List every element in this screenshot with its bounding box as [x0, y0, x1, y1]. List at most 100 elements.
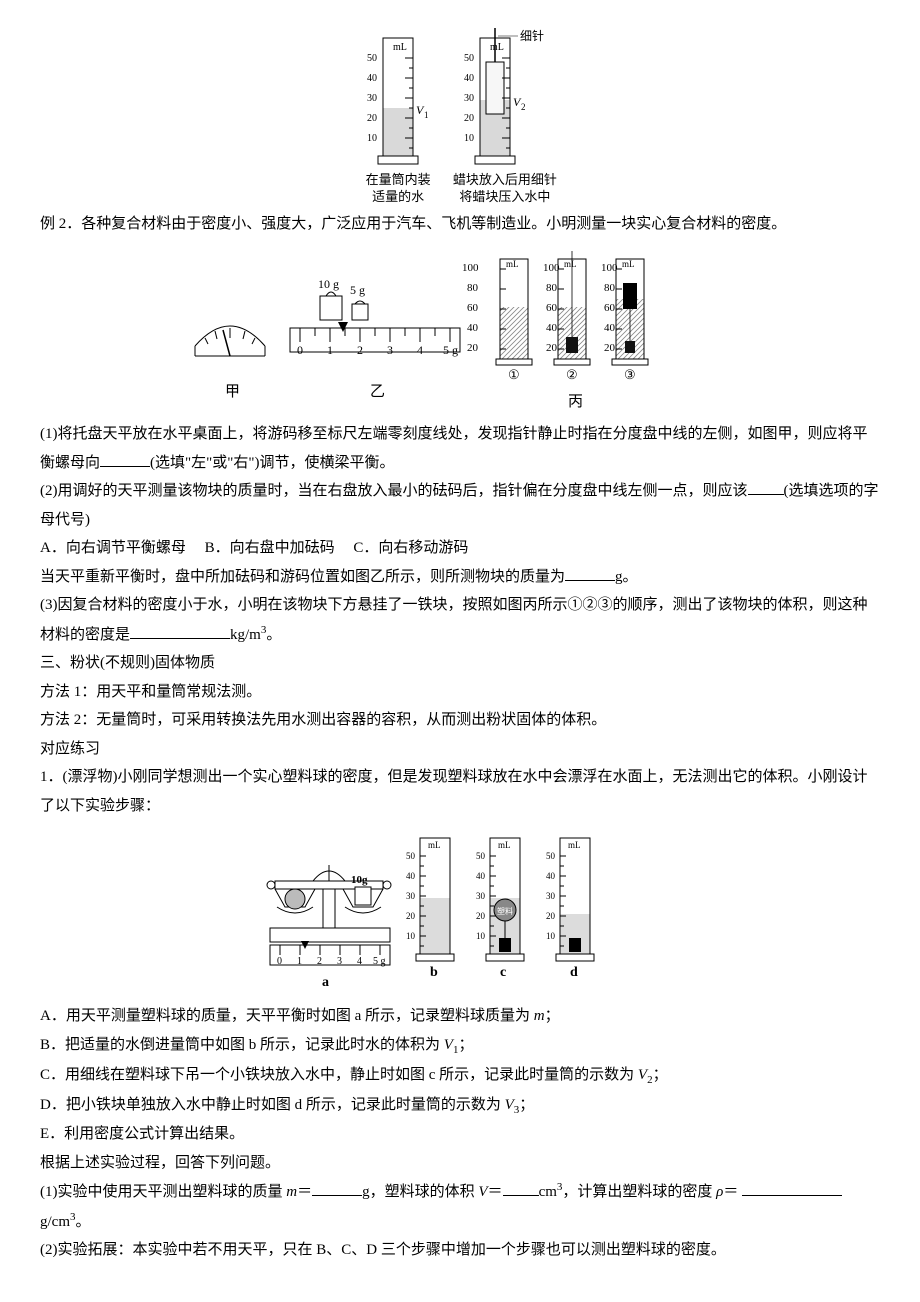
blank-1 — [100, 451, 150, 467]
svg-text:3: 3 — [337, 956, 342, 967]
ex1-q1: (1)实验中使用天平测出塑料球的质量 m＝g，塑料球的体积 V＝cm3，计算出塑… — [40, 1177, 880, 1236]
svg-text:20: 20 — [476, 911, 486, 921]
ex1-q1a-eq3: ＝ — [723, 1184, 738, 1200]
svg-text:30: 30 — [546, 891, 556, 901]
cyl2-cap-line2: 将蜡块压入水中 — [459, 189, 550, 204]
ex1-stepD: D．把小铁块单独放入水中静止时如图 d 所示，记录此时量筒的示数为 V3； — [40, 1091, 880, 1121]
svg-text:80: 80 — [546, 282, 558, 294]
svg-text:30: 30 — [464, 93, 474, 104]
svg-text:mL: mL — [506, 259, 519, 269]
svg-text:4: 4 — [417, 343, 423, 357]
svg-text:30: 30 — [367, 93, 377, 104]
ex2-options: A．向右调节平衡螺母 B．向右盘中加砝码 C．向右移动游码 — [40, 534, 880, 563]
cyl1-cap-line2: 适量的水 — [372, 189, 424, 204]
svg-text:0: 0 — [277, 956, 282, 967]
svg-text:4: 4 — [357, 956, 362, 967]
ex1-q1a-v: V — [478, 1184, 487, 1200]
svg-text:60: 60 — [604, 302, 616, 314]
ex1-stepC-text: C．用细线在塑料球下吊一个小铁块放入水中，静止时如图 c 所示，记录此时量筒的示… — [40, 1067, 638, 1083]
label-bing: 丙 — [568, 394, 583, 410]
svg-text:5 g: 5 g — [373, 956, 386, 967]
section3-title: 三、粉状(不规则)固体物质 — [40, 649, 880, 678]
svg-text:塑料: 塑料 — [497, 906, 513, 916]
ex1-q2: (2)实验拓展：本实验中若不用天平，只在 B、C、D 三个步骤中增加一个步骤也可… — [40, 1236, 880, 1265]
section3-m1: 方法 1：用天平和量筒常规法测。 — [40, 678, 880, 707]
ex2-q1: (1)将托盘天平放在水平桌面上，将游码移至标尺左端零刻度线处，发现指针静止时指在… — [40, 420, 880, 477]
svg-text:50: 50 — [406, 851, 416, 861]
svg-text:②: ② — [566, 367, 578, 382]
svg-text:mL: mL — [564, 259, 577, 269]
ex2-optA: A．向右调节平衡螺母 — [40, 540, 186, 556]
svg-text:80: 80 — [604, 282, 616, 294]
svg-text:mL: mL — [622, 259, 635, 269]
example2-svg: 甲 10 g 5 g 0 1 2 3 4 5 g 乙 — [180, 246, 740, 416]
ex1-q1a-m: m — [286, 1184, 297, 1200]
ex2-q1b: (选填"左"或"右")调节，使横梁平衡。 — [150, 455, 394, 471]
svg-text:10: 10 — [406, 931, 416, 941]
svg-text:30: 30 — [476, 891, 486, 901]
cyl2-cap-line1: 蜡块放入后用细针 — [453, 172, 557, 187]
svg-text:60: 60 — [546, 302, 558, 314]
ex2-q2-text: (2)用调好的天平测量该物块的质量时，当在右盘放入最小的砝码后，指针偏在分度盘中… — [40, 483, 748, 499]
cyl1-cap-line1: 在量筒内装 — [366, 172, 431, 187]
blank-5 — [312, 1180, 362, 1196]
svg-text:20: 20 — [546, 342, 558, 354]
svg-text:2: 2 — [521, 102, 526, 112]
ex1-stepA-end: ； — [545, 1008, 560, 1024]
svg-text:40: 40 — [604, 322, 616, 334]
ex1-q1a: (1)实验中使用天平测出塑料球的质量 — [40, 1184, 286, 1200]
svg-text:20: 20 — [406, 911, 416, 921]
ex1-q1a-eq: ＝ — [297, 1184, 312, 1200]
svg-text:10: 10 — [476, 931, 486, 941]
cylinder-2-group: 50 40 30 20 10 mL 细针 V2 蜡块放入后用细针 将蜡块压入水中 — [453, 28, 557, 206]
svg-text:20: 20 — [604, 342, 616, 354]
svg-text:mL: mL — [568, 840, 581, 850]
svg-text:mL: mL — [490, 42, 504, 53]
svg-text:100: 100 — [601, 262, 618, 274]
ex2-q3-unit: kg/m — [230, 627, 261, 643]
ex1-q1a-unit2a: cm — [539, 1184, 557, 1200]
ex1-followup: 根据上述实验过程，回答下列问题。 — [40, 1149, 880, 1178]
svg-text:a: a — [322, 975, 329, 990]
svg-text:2: 2 — [357, 343, 363, 357]
cylinder-1-caption: 在量筒内装 适量的水 — [363, 172, 433, 206]
blank-6 — [503, 1180, 539, 1196]
section3-m2: 方法 2：无量筒时，可采用转换法先用水测出容器的容积，从而测出粉状固体的体积。 — [40, 706, 880, 735]
section3-practice: 对应练习 — [40, 735, 880, 764]
cylinder-2-svg: 50 40 30 20 10 mL 细针 V2 — [460, 28, 550, 168]
ex1-stepD-end: ； — [519, 1097, 534, 1113]
label-yi: 乙 — [370, 384, 385, 400]
ex2-optC: C．向右移动游码 — [353, 540, 468, 556]
cylinder-1-group: 50 40 30 20 10 mL V1 在量筒内装 适量的水 — [363, 28, 433, 206]
ex1-stepB-text: B．把适量的水倒进量筒中如图 b 所示，记录此时水的体积为 — [40, 1037, 444, 1053]
ex1-stepB: B．把适量的水倒进量筒中如图 b 所示，记录此时水的体积为 V1； — [40, 1031, 880, 1061]
ex1-q1a-unit2b: ，计算出塑料球的密度 — [562, 1184, 716, 1200]
svg-text:1: 1 — [327, 343, 333, 357]
svg-text:0: 0 — [297, 343, 303, 357]
svg-text:50: 50 — [546, 851, 556, 861]
svg-text:10g: 10g — [351, 874, 368, 886]
ex2-q3: (3)因复合材料的密度小于水，小明在该物块下方悬挂了一铁块，按照如图丙所示①②③… — [40, 591, 880, 649]
svg-text:10: 10 — [464, 133, 474, 144]
svg-text:40: 40 — [367, 73, 377, 84]
svg-text:mL: mL — [393, 42, 407, 53]
ex2-q2c: 当天平重新平衡时，盘中所加砝码和游码位置如图乙所示，则所测物块的质量为g。 — [40, 563, 880, 592]
ex2-optB: B．向右盘中加砝码 — [205, 540, 335, 556]
svg-text:c: c — [500, 965, 506, 980]
ex1-stepC-v: V — [638, 1067, 647, 1083]
svg-text:①: ① — [508, 367, 520, 382]
exercise1-heading: 1．(漂浮物)小刚同学想测出一个实心塑料球的密度，但是发现塑料球放在水中会漂浮在… — [40, 763, 880, 820]
svg-text:mL: mL — [498, 840, 511, 850]
blank-7 — [742, 1180, 842, 1196]
svg-text:50: 50 — [464, 53, 474, 64]
svg-text:10: 10 — [546, 931, 556, 941]
ex2-q3-end: 。 — [266, 627, 281, 643]
blank-2 — [748, 479, 784, 495]
ex1-q1a-unit: g，塑料球的体积 — [362, 1184, 478, 1200]
ex1-stepA-m: m — [534, 1008, 545, 1024]
exercise1-figure: 10g 0 1 2 3 4 5 g a mL 50 40 30 — [40, 828, 880, 998]
ex1-stepB-v: V — [444, 1037, 453, 1053]
svg-text:50: 50 — [367, 53, 377, 64]
ex1-stepC: C．用细线在塑料球下吊一个小铁块放入水中，静止时如图 c 所示，记录此时量筒的示… — [40, 1061, 880, 1091]
svg-text:20: 20 — [464, 113, 474, 124]
